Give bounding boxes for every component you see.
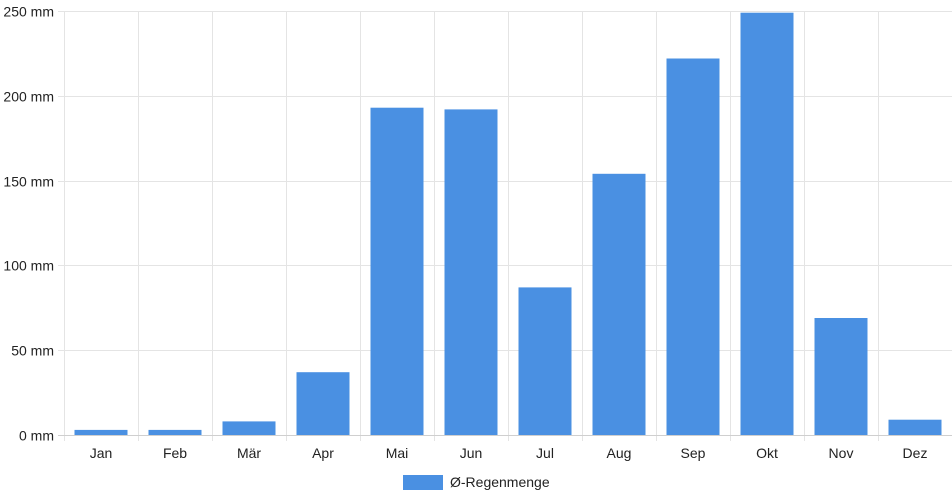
bar-Okt[interactable] xyxy=(740,12,794,435)
x-tick-label: Apr xyxy=(312,445,334,461)
x-tick-label: Aug xyxy=(607,445,632,461)
y-tick-label: 200 mm xyxy=(3,89,54,105)
bar-Feb[interactable] xyxy=(148,429,202,435)
x-tick-label: Dez xyxy=(903,445,928,461)
y-tick-label: 0 mm xyxy=(19,428,54,444)
y-tick-label: 150 mm xyxy=(3,174,54,190)
x-tick-label: Nov xyxy=(829,445,854,461)
bar-Mai[interactable] xyxy=(370,107,424,435)
bar-Jan[interactable] xyxy=(74,429,128,435)
x-tick-label: Okt xyxy=(756,445,778,461)
x-tick-label: Jun xyxy=(460,445,483,461)
grid-lines xyxy=(58,11,952,441)
bar-Aug[interactable] xyxy=(592,173,646,436)
x-tick-label: Sep xyxy=(681,445,706,461)
bar-Sep[interactable] xyxy=(666,58,720,436)
legend-label[interactable]: Ø-Regenmenge xyxy=(450,474,550,490)
legend-swatch[interactable] xyxy=(403,475,443,490)
y-tick-label: 100 mm xyxy=(3,258,54,274)
bar-Nov[interactable] xyxy=(814,318,868,435)
bar-Apr[interactable] xyxy=(296,372,350,435)
x-tick-label: Jul xyxy=(536,445,554,461)
x-tick-label: Jan xyxy=(90,445,113,461)
bars xyxy=(74,12,942,436)
x-tick-label: Mai xyxy=(386,445,409,461)
legend[interactable]: Ø-Regenmenge xyxy=(403,474,550,490)
y-tick-label: 50 mm xyxy=(11,343,54,359)
bar-Jun[interactable] xyxy=(444,109,498,436)
y-tick-label: 250 mm xyxy=(3,4,54,20)
x-tick-label: Mär xyxy=(237,445,261,461)
x-axis-tick-labels: Jan Feb Mär Apr Mai Jun Jul Aug Sep Okt Nov Dez xyxy=(90,445,928,461)
bar-Jul[interactable] xyxy=(518,287,572,435)
x-tick-label: Feb xyxy=(163,445,187,461)
bar-Mär[interactable] xyxy=(222,421,276,435)
y-axis-tick-labels: 0 mm 50 mm 100 mm 150 mm 200 mm 250 mm xyxy=(3,4,54,444)
bar-Dez[interactable] xyxy=(888,419,942,435)
